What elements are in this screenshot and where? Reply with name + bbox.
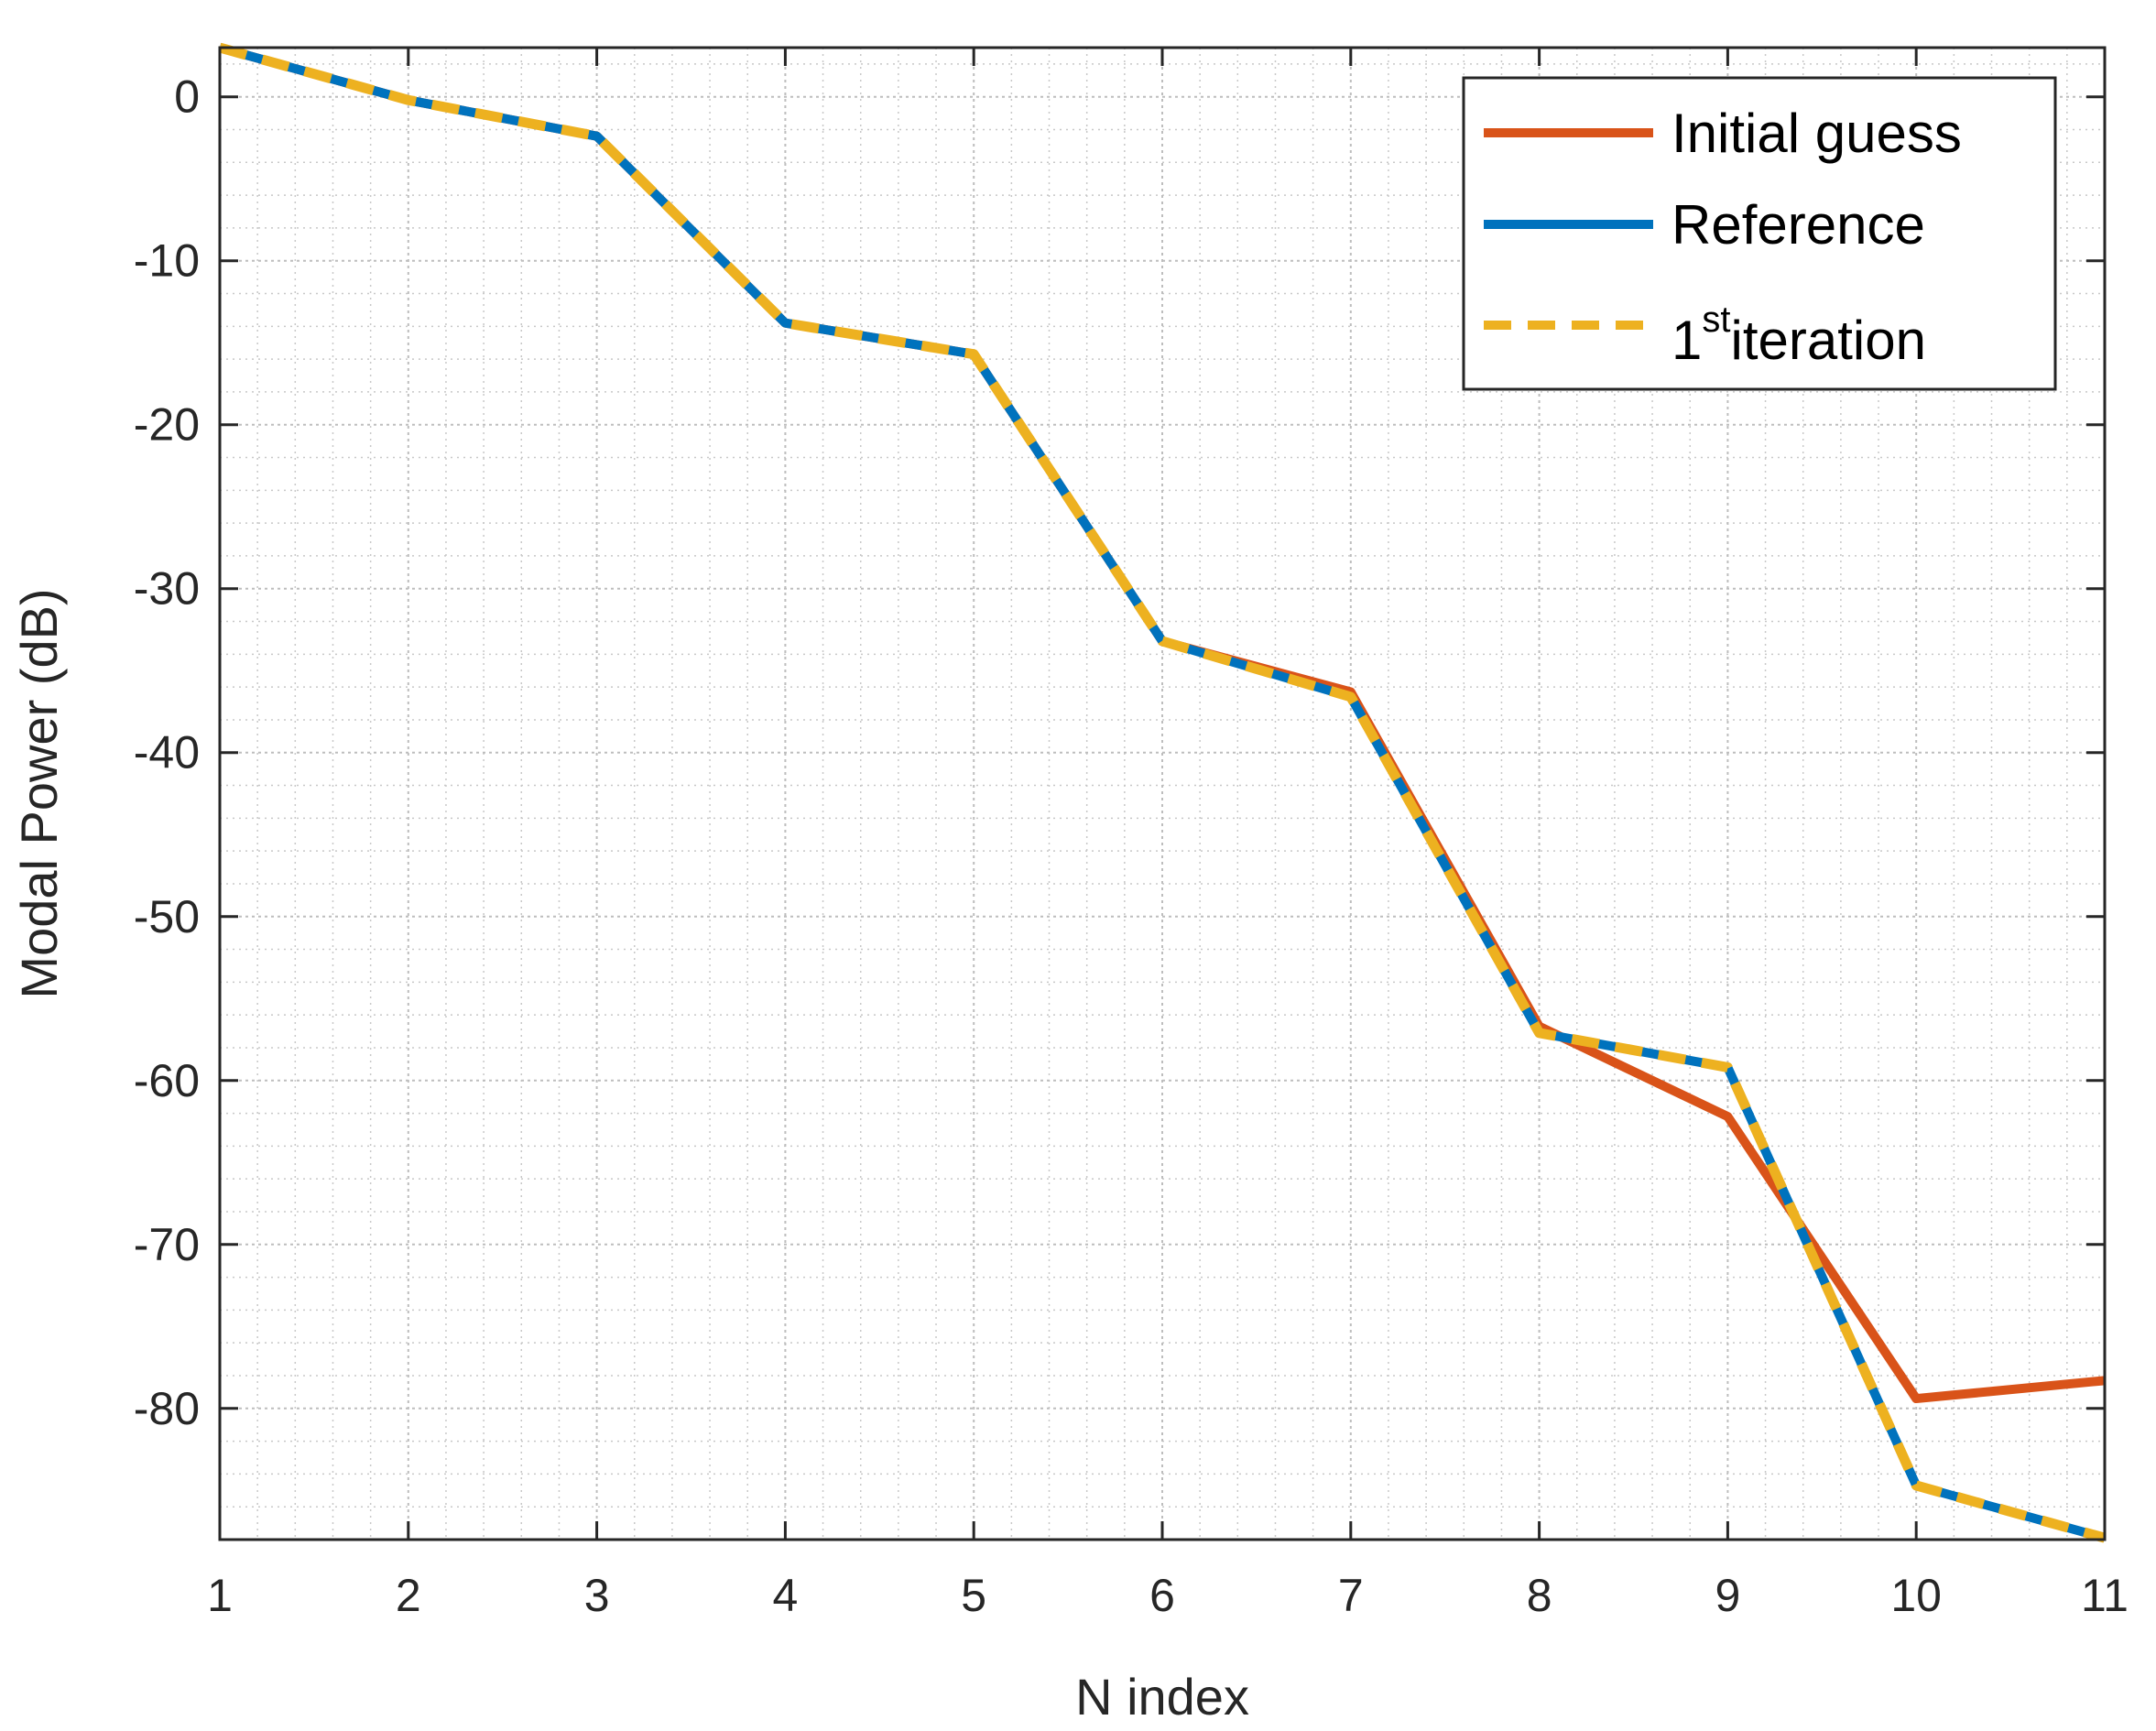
y-tick-label: -30 [134,563,200,615]
y-tick-label: -10 [134,235,200,287]
legend-iteration-prefix: 1 [1671,310,1702,371]
x-tick-label: 5 [961,1570,986,1621]
axis-ticks [218,48,2107,1540]
y-tick-label: -40 [134,727,200,778]
y-tick-label: 0 [174,71,200,123]
legend-iteration-suffix: iteration [1731,310,1926,371]
y-tick-label: -80 [134,1383,200,1434]
x-tick-label: 1 [207,1570,233,1621]
x-tick-label: 3 [584,1570,610,1621]
legend-label-1st-iteration: 1stiteration [1671,299,1926,371]
x-tick-label: 9 [1715,1570,1740,1621]
legend-iteration-sup: st [1702,299,1730,340]
tick-labels: 1 2 3 4 5 6 7 8 9 10 11 0 -10 -20 -30 -40 -50 -60 -70 -80 [134,71,2129,1621]
y-tick-label: -50 [134,891,200,942]
x-tick-label: 7 [1338,1570,1364,1621]
y-tick-label: -20 [134,399,200,451]
series-lines [218,42,2107,1543]
y-tick-label: -70 [134,1219,200,1270]
x-tick-label: 4 [772,1570,798,1621]
y-axis-label: Modal Power (dB) [10,588,68,998]
series-line-1st-iteration [218,42,2107,1543]
x-tick-label: 11 [2081,1570,2129,1621]
legend: Initial guess Reference 1stiteration [1462,76,2057,391]
x-tick-label: 10 [1890,1570,1942,1621]
y-tick-label: -60 [134,1055,200,1106]
legend-label-initial-guess: Initial guess [1671,103,1962,164]
x-axis-label: N index [1075,1668,1249,1726]
x-tick-label: 2 [396,1570,421,1621]
x-tick-label: 6 [1149,1570,1175,1621]
x-tick-label: 8 [1527,1570,1552,1621]
legend-label-reference: Reference [1671,194,1925,256]
